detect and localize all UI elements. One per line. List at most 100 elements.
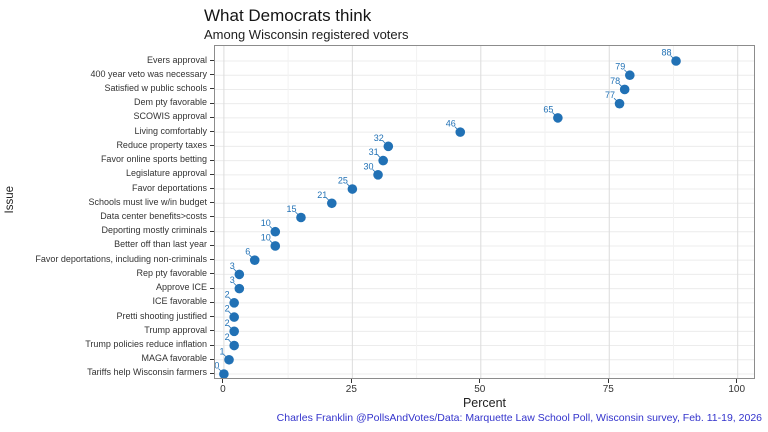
y-axis-label: Favor deportations [131, 182, 207, 193]
data-point [614, 98, 625, 109]
x-tick-mark [479, 379, 481, 383]
data-point-label: 25 [338, 176, 348, 186]
data-point [553, 113, 563, 123]
y-tick-mark [210, 74, 214, 76]
plot-panel: 88 79 78 77 65 46 32 31 30 25 21 15 10 10 6 3 3 2 2 2 2 1 0 [214, 45, 755, 379]
y-axis-label: Trump policies reduce inflation [85, 339, 207, 350]
x-tick-label: 50 [474, 384, 486, 395]
y-tick-mark [210, 316, 214, 318]
y-tick-mark [210, 173, 214, 175]
data-point-label: 2 [225, 304, 230, 314]
data-point [373, 170, 383, 180]
data-point-label: 78 [610, 76, 620, 86]
data-point [229, 340, 239, 351]
y-axis-label: Tariffs help Wisconsin farmers [87, 367, 207, 378]
y-tick-mark [210, 273, 214, 275]
data-point-label: 31 [369, 147, 379, 157]
y-axis-label: Favor online sports betting [100, 154, 207, 165]
data-point [229, 312, 239, 322]
x-tick-label: 0 [220, 384, 226, 395]
y-tick-mark [210, 372, 214, 374]
y-axis-label: Schools must live w/in budget [88, 196, 207, 207]
x-tick-label: 75 [602, 384, 614, 395]
y-axis-label: Living comfortably [134, 125, 207, 136]
y-axis-label: Favor deportations, including non-crimin… [35, 253, 207, 264]
x-tick-label: 25 [345, 384, 357, 395]
y-tick-mark [210, 60, 214, 61]
data-point-label: 2 [225, 332, 230, 342]
data-point [347, 184, 358, 194]
y-tick-mark [210, 259, 214, 261]
data-point [229, 326, 239, 337]
data-point-label: 1 [220, 346, 225, 356]
y-axis-label: Trump approval [144, 324, 207, 335]
y-axis-label: Legislature approval [125, 168, 207, 179]
data-point [383, 141, 394, 152]
y-axis-label: Dem pty favorable [133, 97, 207, 108]
y-tick-mark [210, 131, 214, 133]
y-tick-mark [210, 159, 214, 161]
x-tick-mark [607, 379, 609, 383]
y-tick-mark [210, 230, 214, 232]
data-point [219, 369, 229, 378]
x-tick-mark [736, 379, 738, 383]
data-point-label: 0 [215, 360, 219, 370]
data-point-label: 30 [364, 161, 374, 171]
data-point [234, 283, 245, 294]
data-point-label: 21 [317, 190, 327, 200]
data-point [234, 269, 245, 280]
data-point-label: 65 [543, 104, 553, 114]
data-point [270, 241, 281, 251]
x-tick-mark [222, 379, 224, 383]
data-point-label: 3 [230, 261, 235, 271]
x-axis-title: Percent [462, 396, 507, 410]
y-axis-label: Rep pty favorable [136, 267, 207, 278]
data-point-label: 46 [446, 119, 456, 129]
y-axis-label: Evers approval [146, 54, 207, 65]
y-tick-mark [210, 145, 214, 147]
y-axis-label: Pretti shooting justified [116, 310, 207, 321]
data-point-label: 32 [374, 133, 384, 143]
data-point [296, 212, 306, 223]
y-axis-label: Data center benefits>costs [100, 210, 207, 221]
y-axis-label: 400 year veto was necessary [90, 68, 207, 79]
y-axis-label: Reduce property taxes [116, 139, 207, 150]
data-point [619, 84, 630, 95]
y-tick-mark [210, 88, 214, 90]
data-point [326, 198, 337, 209]
y-axis-label: Better off than last year [114, 239, 207, 250]
y-tick-mark [210, 116, 214, 118]
data-point-label: 10 [261, 232, 271, 242]
y-tick-mark [210, 216, 214, 218]
data-point-label: 77 [605, 90, 615, 100]
data-point-label: 10 [261, 218, 271, 228]
y-axis-label: Satisfied w public schools [104, 82, 207, 93]
data-point [625, 70, 635, 81]
data-point [671, 56, 681, 66]
caption: Charles Franklin @PollsAndVotes/Data: Ma… [276, 412, 762, 424]
x-tick-mark [350, 379, 352, 383]
data-point-label: 88 [662, 48, 672, 58]
y-tick-mark [210, 301, 214, 303]
y-axis-label: MAGA favorable [141, 353, 207, 364]
data-point [378, 155, 388, 166]
data-point [249, 255, 260, 265]
y-axis-label: Deporting mostly criminals [101, 225, 207, 236]
data-point [224, 354, 234, 365]
data-point-label: 2 [225, 289, 230, 299]
y-tick-mark [210, 358, 214, 360]
data-point-label: 79 [615, 62, 625, 72]
y-axis-label: ICE favorable [152, 296, 207, 307]
y-tick-mark [210, 188, 214, 190]
data-point-label: 3 [230, 275, 235, 285]
y-tick-mark [210, 102, 214, 104]
data-point [455, 127, 466, 137]
chart-title: What Democrats think [204, 6, 372, 25]
y-axis-label: SCOWIS approval [133, 111, 207, 122]
y-tick-mark [210, 330, 214, 332]
data-point-label: 6 [245, 247, 250, 257]
y-tick-mark [210, 244, 214, 246]
data-point [229, 298, 239, 308]
